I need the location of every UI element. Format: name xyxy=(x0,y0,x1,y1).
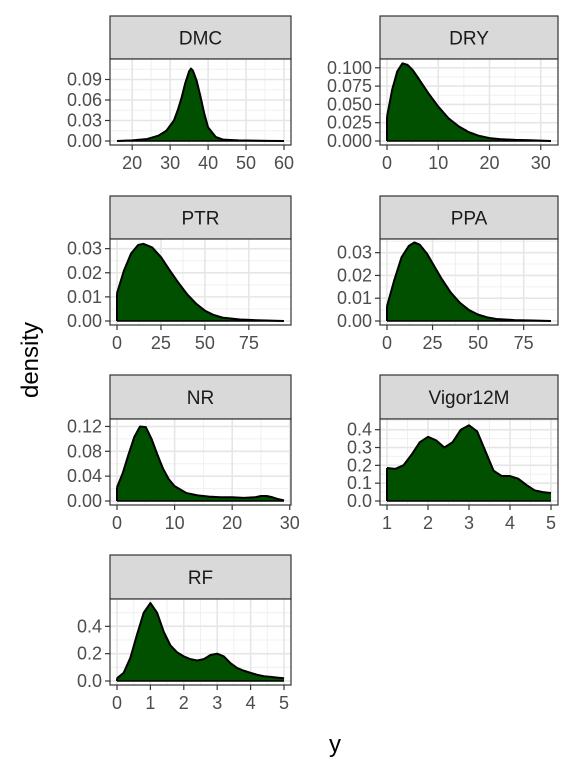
y-tick-label: 0.03 xyxy=(337,243,372,263)
x-tick-label: 50 xyxy=(468,333,488,353)
x-tick-label: 50 xyxy=(236,153,256,173)
facet-strip-label: DRY xyxy=(449,29,489,50)
x-tick-label: 0 xyxy=(112,513,122,533)
facet-strip-label: DMC xyxy=(179,29,222,50)
y-tick-label: 0.02 xyxy=(67,263,102,283)
y-tick-label: 0.06 xyxy=(67,90,102,110)
x-tick-label: 5 xyxy=(546,513,556,533)
x-tick-label: 3 xyxy=(212,693,222,713)
x-tick-label: 40 xyxy=(198,153,218,173)
y-tick-label: 0.12 xyxy=(67,416,102,436)
y-tick-label: 0.00 xyxy=(67,131,102,151)
facet-panel-dmc: DMC 0.000.030.060.09 20 30 40 50 60 xyxy=(67,16,294,173)
x-tick-label: 0 xyxy=(382,333,392,353)
y-tick-label: 0.09 xyxy=(67,70,102,90)
facet-strip-label: RF xyxy=(188,568,213,589)
x-tick-label: 2 xyxy=(179,693,189,713)
y-tick-label: 0.04 xyxy=(67,466,102,486)
x-tick-label: 20 xyxy=(479,153,499,173)
x-tick-label: 20 xyxy=(122,153,142,173)
x-tick-label: 1 xyxy=(145,693,155,713)
y-tick-label: 0.025 xyxy=(327,113,372,133)
y-tick-label: 0.03 xyxy=(67,239,102,259)
y-tick-label: 0.00 xyxy=(337,311,372,331)
x-tick-label: 4 xyxy=(505,513,515,533)
x-tick-label: 2 xyxy=(423,513,433,533)
x-tick-label: 20 xyxy=(222,513,242,533)
x-tick-label: 75 xyxy=(514,333,534,353)
x-tick-label: 4 xyxy=(246,693,256,713)
facet-panel-ptr: PTR 0.00 0.01 0.02 0.03 0 25 50 75 xyxy=(67,196,291,353)
facet-strip-label: PTR xyxy=(182,209,220,230)
facet-strip-label: NR xyxy=(187,388,214,409)
x-tick-label: 0 xyxy=(382,153,392,173)
y-tick-label: 0.0 xyxy=(77,671,102,691)
facet-panel-ppa: PPA 0.00 0.01 0.020.03 0 25 50 75 xyxy=(337,196,558,353)
x-tick-label: 10 xyxy=(428,153,448,173)
facet-panel-rf: RF 0.0 0.2 0.4 0 1 2 3 4 5 xyxy=(77,555,291,713)
x-tick-label: 10 xyxy=(165,513,185,533)
y-tick-label: 0.00 xyxy=(67,311,102,331)
y-tick-label: 0.00 xyxy=(67,491,102,511)
x-tick-label: 3 xyxy=(464,513,474,533)
y-tick-label: 0.03 xyxy=(67,111,102,131)
x-tick-label: 1 xyxy=(382,513,392,533)
y-tick-label: 0.1 xyxy=(347,473,372,493)
y-tick-label: 0.01 xyxy=(337,288,372,308)
x-tick-label: 25 xyxy=(151,333,171,353)
x-tick-label: 0 xyxy=(112,693,122,713)
x-tick-label: 50 xyxy=(195,333,215,353)
y-tick-label: 0.3 xyxy=(347,438,372,458)
y-tick-label: 0.075 xyxy=(327,76,372,96)
y-tick-label: 0.4 xyxy=(347,420,372,440)
y-tick-label: 0.2 xyxy=(77,644,102,664)
y-tick-label: 0.08 xyxy=(67,441,102,461)
y-tick-label: 0.000 xyxy=(327,131,372,151)
x-tick-label: 5 xyxy=(279,693,289,713)
facet-panel-nr: NR 0.00 0.04 0.08 0.12 0 10 20 30 xyxy=(67,375,300,533)
facet-strip-label: PPA xyxy=(451,209,488,230)
x-tick-label: 60 xyxy=(274,153,294,173)
x-axis-title: y xyxy=(329,731,341,758)
x-tick-label: 25 xyxy=(423,333,443,353)
x-tick-label: 0 xyxy=(112,333,122,353)
x-tick-label: 30 xyxy=(160,153,180,173)
y-tick-label: 0.01 xyxy=(67,287,102,307)
facet-strip-label: Vigor12M xyxy=(429,388,510,409)
y-tick-label: 0.0 xyxy=(347,491,372,511)
y-axis-title: density xyxy=(17,322,44,398)
y-tick-label: 0.100 xyxy=(327,58,372,78)
x-tick-label: 75 xyxy=(239,333,259,353)
y-tick-label: 0.4 xyxy=(77,616,102,636)
y-tick-label: 0.2 xyxy=(347,455,372,475)
y-tick-label: 0.050 xyxy=(327,94,372,114)
x-tick-label: 30 xyxy=(531,153,551,173)
y-tick-label: 0.02 xyxy=(337,265,372,285)
x-tick-label: 30 xyxy=(280,513,300,533)
facet-panel-vigor12m: Vigor12M 0.00.10.20.30.4 1 2 3 4 5 xyxy=(347,375,558,533)
